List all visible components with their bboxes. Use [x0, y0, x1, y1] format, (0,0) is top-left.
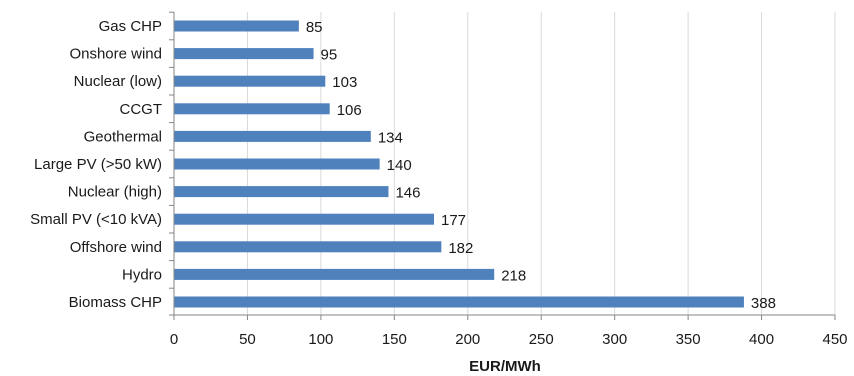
category-label: Nuclear (low)	[74, 73, 162, 90]
category-label: Biomass CHP	[69, 294, 162, 311]
bar	[174, 213, 434, 225]
category-label: Large PV (>50 kW)	[34, 156, 162, 173]
bar	[174, 268, 495, 280]
data-label: 106	[337, 102, 362, 119]
category-label: Offshore wind	[70, 239, 162, 256]
bars	[174, 20, 744, 308]
category-label: Geothermal	[84, 128, 162, 145]
data-label: 177	[441, 212, 466, 229]
category-label: Hydro	[122, 266, 162, 283]
x-tick-label: 50	[239, 331, 256, 348]
x-tick-label: 250	[529, 331, 554, 348]
x-tick-label: 0	[170, 331, 178, 348]
category-label: Small PV (<10 kVA)	[30, 211, 162, 228]
x-tick-label: 300	[602, 331, 627, 348]
data-label: 95	[321, 47, 338, 64]
x-tick-label: 350	[676, 331, 701, 348]
bar	[174, 241, 442, 253]
category-label: Gas CHP	[99, 18, 162, 35]
x-axis-title: EUR/MWh	[469, 358, 541, 375]
data-label: 134	[378, 129, 403, 146]
x-tick-label: 150	[382, 331, 407, 348]
bar	[174, 103, 330, 115]
x-tick-label: 200	[455, 331, 480, 348]
bar	[174, 296, 744, 308]
axes	[169, 11, 836, 320]
bar	[174, 158, 380, 170]
bar	[174, 130, 371, 142]
data-label: 218	[501, 267, 526, 284]
data-label: 182	[448, 240, 473, 257]
data-label: 140	[387, 157, 412, 174]
category-label: CCGT	[120, 101, 163, 118]
bar	[174, 75, 326, 87]
data-label: 103	[332, 74, 357, 91]
labels: 0 50 100 150 200 250 300 350 400 450 Gas CHP 85 Onsh…	[30, 18, 847, 348]
category-label: Nuclear (high)	[68, 184, 162, 201]
bar	[174, 48, 314, 60]
x-tick-label: 450	[822, 331, 847, 348]
bar	[174, 186, 389, 198]
x-tick-label: 400	[749, 331, 774, 348]
category-label: Onshore wind	[69, 46, 162, 63]
data-label: 85	[306, 19, 323, 36]
x-tick-label: 100	[308, 331, 333, 348]
bar	[174, 20, 299, 32]
gridlines	[246, 12, 836, 315]
data-label: 146	[395, 185, 420, 202]
data-label: 388	[751, 295, 776, 312]
